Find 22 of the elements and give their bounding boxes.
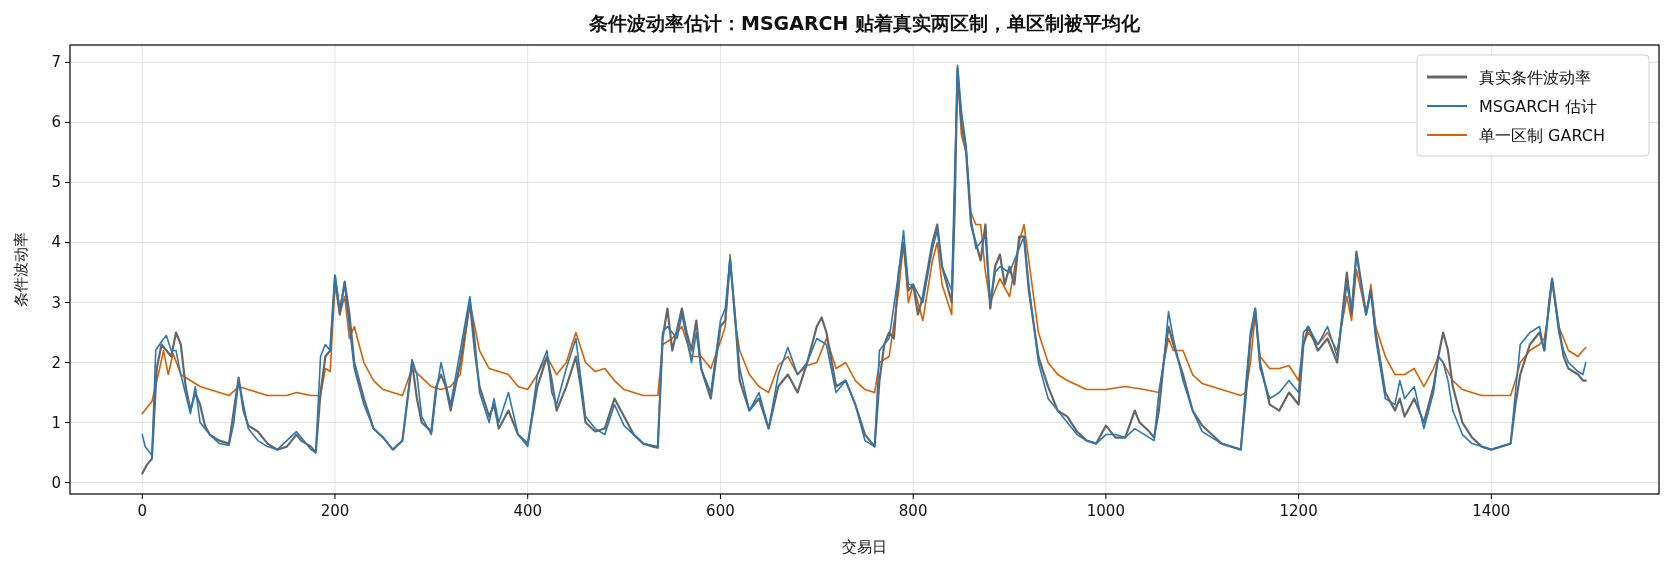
y-tick-label: 3 [51,293,61,312]
x-tick-label: 800 [898,502,928,520]
y-axis-title: 条件波动率 [12,232,30,307]
x-tick-label: 1200 [1279,502,1318,520]
y-tick-label: 0 [51,473,61,492]
legend-label: 单一区制 GARCH [1479,126,1605,145]
y-tick-label: 6 [51,113,61,132]
x-axis-title: 交易日 [842,538,887,556]
x-tick-label: 400 [513,502,543,520]
x-tick-label: 200 [320,502,350,520]
legend-label: MSGARCH 估计 [1479,97,1597,116]
x-tick-label: 0 [137,502,148,520]
y-tick-label: 7 [51,53,61,72]
chart-title: 条件波动率估计：MSGARCH 贴着真实两区制，单区制被平均化 [588,12,1141,34]
y-tick-label: 1 [51,413,61,432]
x-tick-label: 1400 [1472,502,1511,520]
x-tick-label: 1000 [1086,502,1125,520]
x-tick-label: 600 [706,502,735,520]
y-tick-label: 4 [51,233,61,252]
legend-label: 真实条件波动率 [1479,68,1591,87]
y-tick-label: 2 [51,353,61,372]
y-tick-label: 5 [51,173,61,192]
